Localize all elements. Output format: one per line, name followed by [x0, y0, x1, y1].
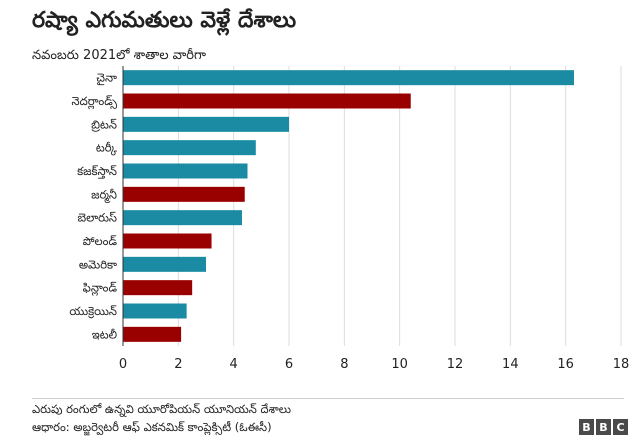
x-tick-label: 8 [340, 357, 348, 372]
bars [123, 70, 574, 342]
category-label: బెలారుస్ [77, 211, 117, 225]
bbc-logo-letter: C [613, 419, 628, 435]
eu-color-note: ఎరుపు రంగులో ఉన్నవి యూరోపియన్ యూనియన్ దే… [32, 402, 291, 416]
category-label: ఇటలీ [92, 327, 118, 341]
x-tick-label: 18 [613, 357, 630, 372]
bar [123, 186, 245, 202]
category-label: ఫిన్లాండ్ [83, 281, 118, 297]
x-tick-label: 10 [391, 357, 408, 372]
category-label: కజక్‌స్తాన్ [77, 164, 117, 179]
category-label: నెదర్లాండ్స్ [72, 94, 118, 110]
bar [123, 93, 411, 109]
bar [123, 256, 206, 272]
bar [123, 163, 248, 179]
bar [123, 233, 212, 249]
bbc-logo-letter: B [579, 419, 594, 435]
chart-title: రష్యా ఎగుమతులు వెళ్లే దేశాలు [32, 8, 297, 33]
gridlines [177, 66, 622, 346]
bar [123, 116, 289, 132]
x-tick-label: 2 [174, 357, 182, 372]
category-label: పోలండ్ [83, 234, 118, 248]
category-labels: చైనా నెదర్లాండ్స్ బ్రిటన్ టర్కీ కజక్‌స్తాన్ జ… [69, 71, 117, 342]
bar [123, 280, 193, 296]
bar [123, 326, 182, 342]
bar [123, 70, 574, 86]
category-label: అమెరికా [79, 257, 117, 271]
category-label: బ్రిటన్ [91, 117, 117, 132]
x-tick-label: 4 [230, 357, 238, 372]
footer-divider [32, 398, 624, 399]
x-tick-label: 14 [502, 357, 519, 372]
x-tick-label: 0 [119, 357, 127, 372]
x-tick-label: 12 [447, 357, 464, 372]
category-label: చైనా [96, 71, 117, 86]
chart-subtitle: నవంబరు 2021లో శాతాల వారీగా [32, 48, 206, 63]
x-tick-label: 6 [285, 357, 293, 372]
x-tick-labels: 0 2 4 6 8 10 12 14 16 18 [119, 357, 629, 372]
category-label: జర్మనీ [91, 187, 117, 203]
category-label: యుక్రెయిన్ [69, 304, 117, 319]
source-text: ఆధారం: అబ్జర్వెటరీ ఆఫ్ ఎకనమిక్ కాంప్లెక్… [32, 420, 272, 434]
bbc-logo: B B C [579, 419, 628, 435]
category-label: టర్కీ [96, 141, 118, 156]
bar [123, 303, 187, 319]
bar-chart: చైనా నెదర్లాండ్స్ బ్రిటన్ టర్కీ కజక్‌స్తాన్ జ… [69, 66, 629, 372]
bar [123, 140, 256, 156]
x-tick-label: 16 [557, 357, 574, 372]
bar [123, 210, 242, 226]
bbc-logo-letter: B [596, 419, 611, 435]
